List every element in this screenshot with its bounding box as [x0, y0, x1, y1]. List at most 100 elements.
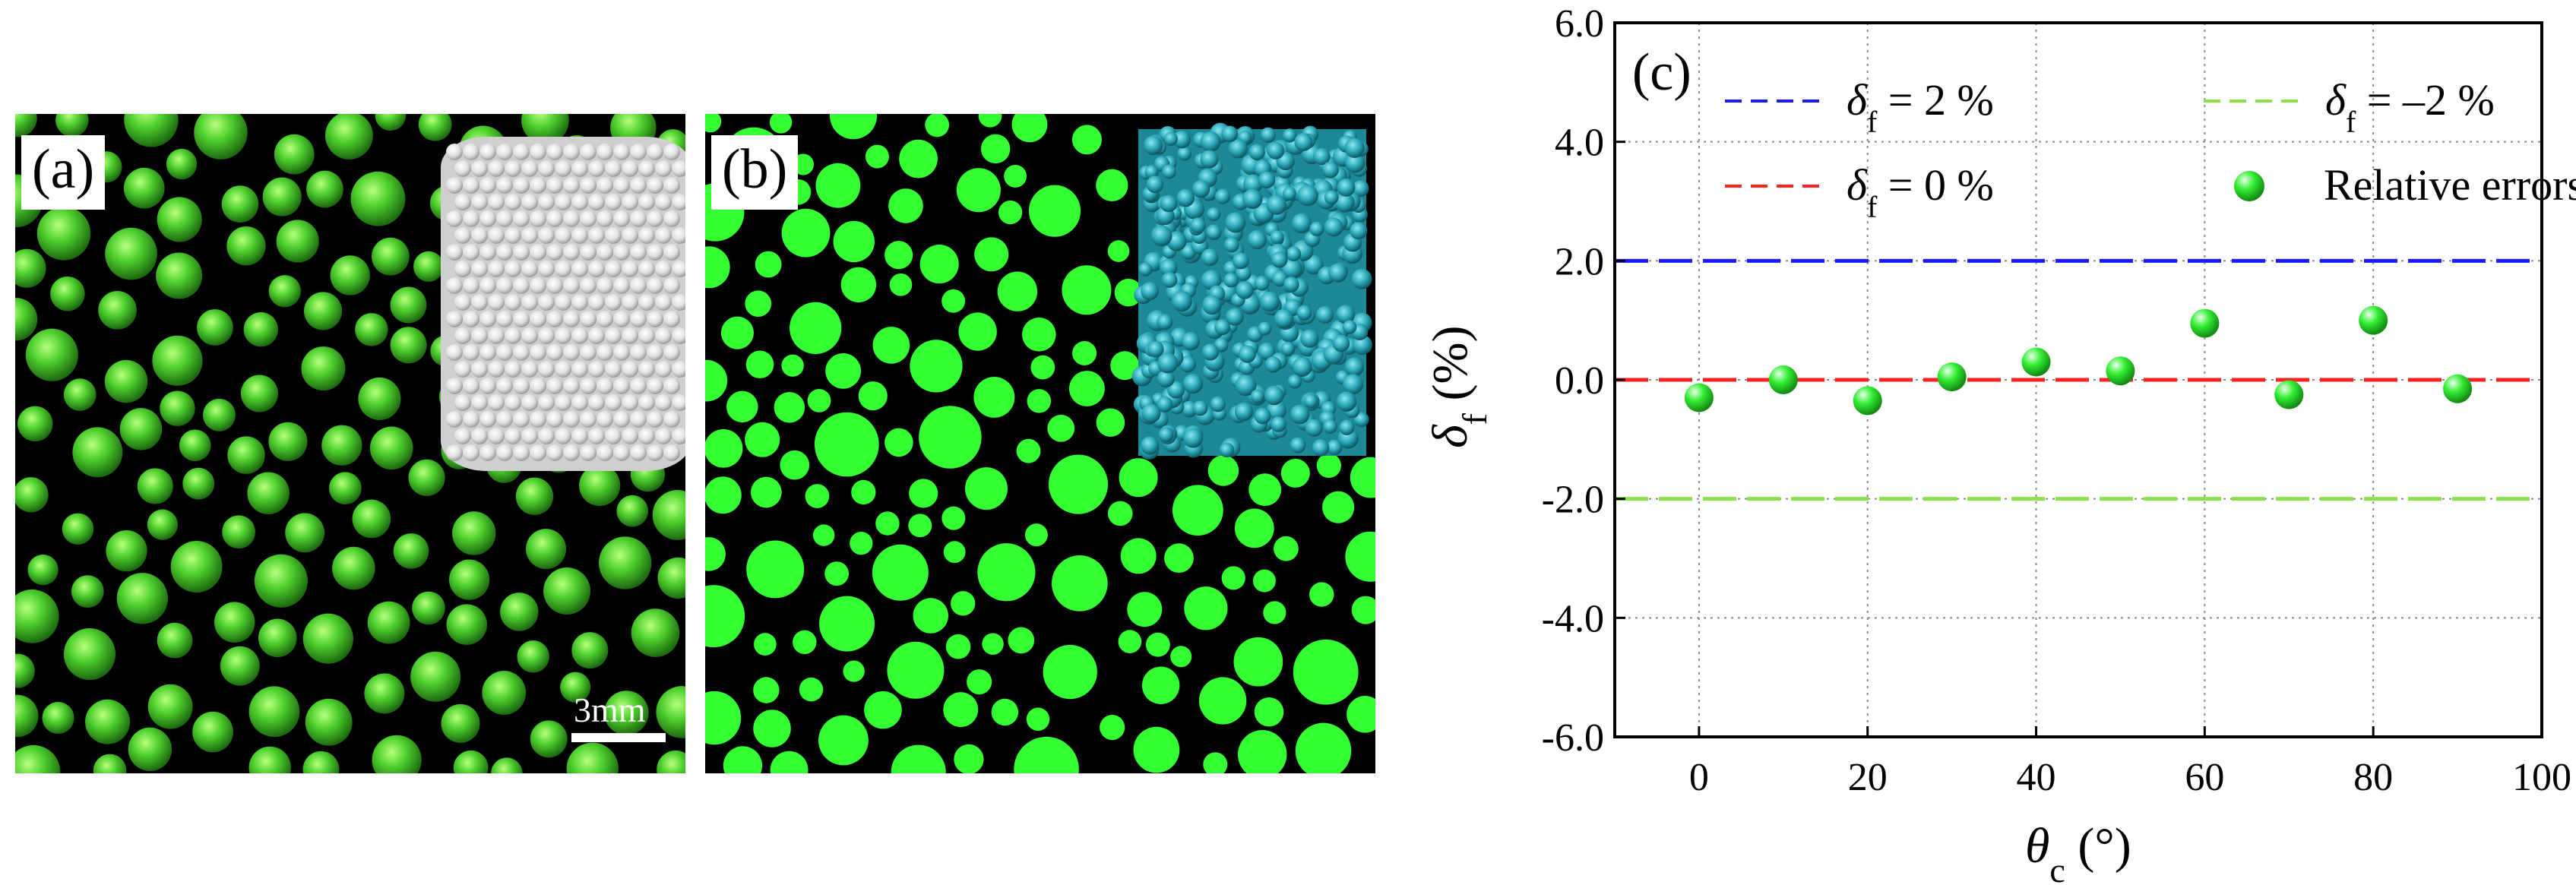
inset-sphere: [1345, 153, 1366, 173]
inset-sphere: [605, 327, 622, 344]
inset-sphere: [630, 378, 647, 394]
sphere: [812, 524, 835, 546]
inset-sphere: [605, 160, 622, 177]
inset-sphere: [555, 227, 571, 244]
inset-sphere: [1147, 340, 1164, 358]
inset-sphere: [1344, 137, 1365, 158]
sphere: [197, 309, 233, 346]
inset-sphere: [613, 177, 630, 194]
sphere: [268, 275, 301, 308]
sphere: [36, 207, 91, 261]
inset-sphere: [555, 294, 571, 311]
inset-sphere: [588, 428, 605, 444]
sphere: [1350, 457, 1375, 498]
inset-sphere: [1322, 419, 1337, 434]
sphere: [705, 246, 730, 289]
sphere: [1141, 666, 1180, 704]
inset-sphere: [1201, 248, 1219, 267]
inset-sphere: [513, 210, 530, 227]
sphere: [652, 489, 685, 540]
inset-sphere: [663, 277, 680, 294]
inset-sphere: [672, 428, 685, 444]
inset-sphere: [555, 428, 571, 444]
sphere: [306, 170, 343, 208]
sphere: [227, 436, 265, 474]
inset-sphere: [505, 194, 521, 210]
inset-sphere: [488, 160, 505, 177]
inset-sphere: [555, 194, 571, 210]
inset-sphere: [496, 244, 513, 261]
y-tick-label: -2.0: [1542, 479, 1604, 522]
sphere: [1022, 318, 1056, 352]
data-point: [2190, 308, 2220, 338]
inset-sphere: [672, 160, 685, 177]
data-points: [1684, 305, 2473, 416]
sphere: [913, 598, 948, 634]
inset-sphere: [1282, 186, 1296, 201]
sphere: [908, 514, 932, 538]
inset-sphere: [563, 444, 580, 461]
sphere: [274, 134, 315, 175]
inset-sphere: [1287, 374, 1302, 389]
sphere: [769, 114, 793, 134]
sphere: [105, 227, 157, 280]
inset-sphere: [1266, 194, 1286, 215]
sphere: [967, 669, 992, 695]
inset-sphere: [588, 160, 605, 177]
sphere: [42, 701, 74, 735]
inset-sphere: [496, 311, 513, 327]
sphere: [124, 114, 179, 147]
sphere: [226, 226, 266, 266]
inset-sphere: [1248, 144, 1265, 160]
sphere: [72, 427, 123, 478]
sphere: [850, 532, 873, 555]
y-title-subscript: f: [1455, 412, 1494, 425]
inset-sphere: [647, 378, 663, 394]
inset-sphere: [638, 394, 655, 411]
inset-sphere: [454, 194, 471, 210]
sphere: [1100, 715, 1125, 741]
inset-sphere: [672, 327, 685, 344]
sphere: [1030, 355, 1055, 380]
inset-sphere: [1290, 437, 1306, 454]
inset-sphere: [454, 227, 471, 244]
sphere: [888, 188, 923, 223]
inset-sphere: [1343, 374, 1363, 395]
inset-sphere: [1254, 407, 1271, 425]
inset-sphere: [622, 327, 638, 344]
sphere: [833, 220, 875, 263]
inset-sphere: [622, 227, 638, 244]
inset-sphere: [563, 344, 580, 361]
inset-sphere: [1236, 281, 1254, 299]
sphere: [119, 408, 163, 450]
inset-sphere: [563, 177, 580, 194]
sphere: [956, 168, 1001, 213]
inset-sphere: [663, 244, 680, 261]
inset-sphere: [1316, 305, 1334, 324]
inset-sphere: [655, 227, 672, 244]
inset-sphere: [588, 361, 605, 378]
inset-sphere: [488, 294, 505, 311]
sphere: [604, 691, 649, 735]
sphere: [705, 476, 742, 514]
inset-sphere: [663, 411, 680, 428]
inset-sphere: [546, 244, 563, 261]
inset-sphere: [555, 160, 571, 177]
sphere: [781, 208, 831, 258]
inset-sphere: [1260, 127, 1276, 143]
inset-sphere: [521, 294, 538, 311]
inset-sphere: [630, 210, 647, 227]
sphere: [137, 468, 173, 504]
sphere: [705, 429, 743, 468]
inset-sphere: [471, 327, 488, 344]
sphere: [891, 744, 946, 773]
inset-sphere: [488, 261, 505, 277]
data-point: [2106, 356, 2135, 386]
inset-sphere: [479, 244, 496, 261]
sphere: [705, 691, 742, 745]
sphere: [943, 692, 979, 728]
sphere: [745, 350, 774, 379]
sphere: [15, 477, 49, 513]
sphere: [705, 359, 728, 402]
inset-sphere: [521, 394, 538, 411]
